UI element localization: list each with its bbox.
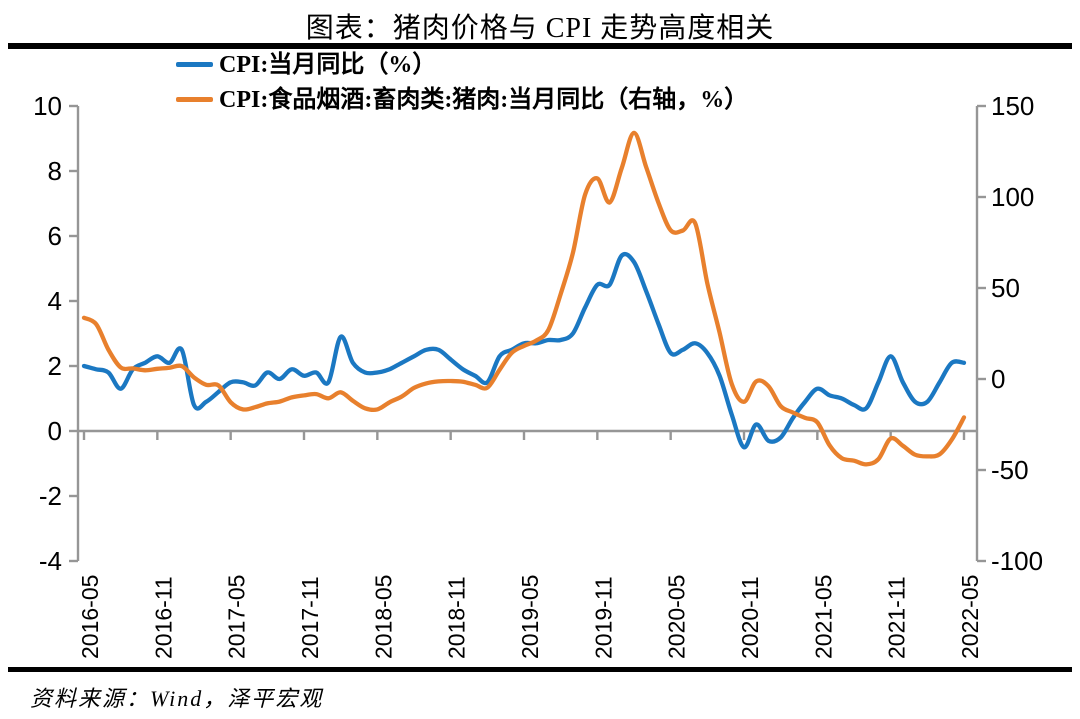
x-axis-tick-label: 2022-05	[957, 575, 983, 659]
left-axis-tick-label: 0	[48, 416, 62, 446]
legend-swatch-pork-line	[176, 97, 213, 102]
legend: CPI:当月同比（%） CPI:食品烟酒:畜肉类:猪肉:当月同比（右轴，%）	[176, 47, 748, 117]
x-axis-tick-label: 2021-05	[810, 575, 836, 659]
x-axis-tick-label: 2019-05	[517, 575, 543, 659]
series-line-cpi	[81, 251, 967, 450]
left-axis-tick-label: 4	[48, 286, 62, 316]
legend-label-cpi: CPI:当月同比（%）	[219, 51, 437, 78]
left-axis-tick-label: 8	[48, 156, 62, 186]
x-axis-tick-label: 2021-11	[884, 576, 910, 659]
legend-label-pork: CPI:食品烟酒:畜肉类:猪肉:当月同比（右轴，%）	[219, 86, 749, 113]
left-axis-tick-label: 10	[33, 91, 62, 121]
legend-swatch-cpi-line	[176, 62, 213, 67]
bottom-divider	[8, 667, 1072, 672]
title-divider	[8, 43, 1072, 49]
x-axis-tick-label: 2019-11	[590, 576, 616, 659]
right-axis-tick-label: 150	[991, 91, 1034, 121]
legend-item-cpi: CPI:当月同比（%）	[176, 47, 748, 82]
left-axis-tick-label: -4	[39, 546, 62, 576]
x-axis-tick-label: 2017-05	[224, 575, 250, 659]
series-line-pork	[81, 130, 967, 467]
x-axis-tick-label: 2020-05	[664, 575, 690, 659]
legend-item-pork: CPI:食品烟酒:畜肉类:猪肉:当月同比（右轴，%）	[176, 82, 748, 117]
right-axis-tick-label: -50	[991, 455, 1029, 485]
x-axis-tick-label: 2018-11	[444, 576, 470, 659]
right-axis-tick-label: -100	[991, 546, 1043, 576]
x-axis-tick-label: 2020-11	[737, 576, 763, 659]
source-note: 资料来源：Wind，泽平宏观	[30, 686, 324, 711]
left-axis-tick-label: 6	[48, 221, 62, 251]
right-axis-tick-label: 100	[991, 182, 1034, 212]
left-axis-tick-label: 2	[48, 351, 62, 381]
right-axis-tick-label: 0	[991, 364, 1005, 394]
chart-title: 图表：猪肉价格与 CPI 走势高度相关	[305, 13, 775, 44]
right-axis-tick-label: 50	[991, 273, 1020, 303]
x-axis-tick-label: 2018-05	[370, 575, 396, 659]
left-axis-tick-label: -2	[39, 481, 62, 511]
x-axis-tick-label: 2016-05	[77, 575, 103, 659]
x-axis-tick-label: 2017-11	[297, 576, 323, 659]
x-axis-tick-label: 2016-11	[150, 576, 176, 659]
